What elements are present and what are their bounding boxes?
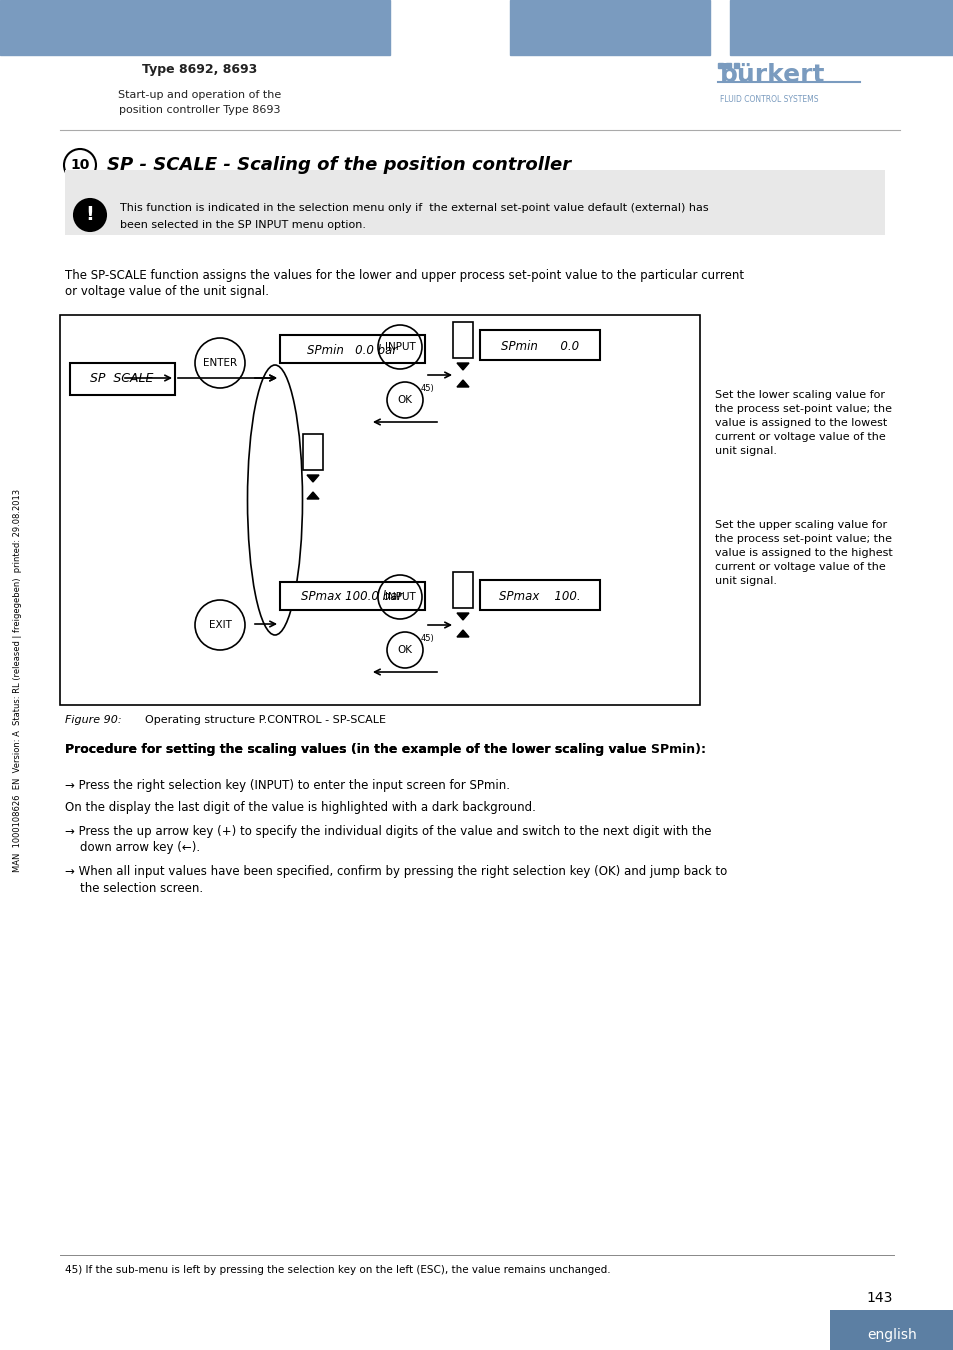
Text: 45) If the sub-menu is left by pressing the selection key on the left (ESC), the: 45) If the sub-menu is left by pressing … xyxy=(65,1265,610,1274)
Text: english: english xyxy=(866,1328,916,1342)
Text: or voltage value of the unit signal.: or voltage value of the unit signal. xyxy=(65,285,269,298)
Bar xyxy=(280,335,424,363)
Bar xyxy=(510,0,709,55)
Text: → When all input values have been specified, confirm by pressing the right selec: → When all input values have been specif… xyxy=(65,864,726,878)
Text: INPUT: INPUT xyxy=(384,593,415,602)
Polygon shape xyxy=(456,379,469,387)
Text: The SP-SCALE function assigns the values for the lower and upper process set-poi: The SP-SCALE function assigns the values… xyxy=(65,269,743,282)
Text: This function is indicated in the selection menu only if  the external set-point: This function is indicated in the select… xyxy=(120,202,708,213)
Bar xyxy=(280,582,424,610)
Polygon shape xyxy=(456,613,469,620)
Bar xyxy=(733,63,739,68)
Bar xyxy=(725,63,730,68)
FancyBboxPatch shape xyxy=(65,170,884,235)
Text: On the display the last digit of the value is highlighted with a dark background: On the display the last digit of the val… xyxy=(65,802,536,814)
Bar xyxy=(718,63,722,68)
Polygon shape xyxy=(456,630,469,637)
Bar xyxy=(0,0,390,55)
Bar xyxy=(453,323,473,358)
Bar xyxy=(70,363,174,396)
Text: !: ! xyxy=(86,205,94,224)
Bar xyxy=(829,1310,953,1350)
Text: EXIT: EXIT xyxy=(209,620,232,630)
Text: SPmax    100.: SPmax 100. xyxy=(498,590,580,603)
Polygon shape xyxy=(307,491,318,500)
Bar xyxy=(60,315,700,705)
Circle shape xyxy=(74,198,106,231)
Text: Operating structure P.CONTROL - SP-SCALE: Operating structure P.CONTROL - SP-SCALE xyxy=(145,716,386,725)
Text: SP  SCALE: SP SCALE xyxy=(91,373,153,386)
Text: → Press the right selection key (INPUT) to enter the input screen for SPmin.: → Press the right selection key (INPUT) … xyxy=(65,779,510,791)
Text: SPmax 100.0 bar: SPmax 100.0 bar xyxy=(301,590,402,603)
Text: Type 8692, 8693: Type 8692, 8693 xyxy=(142,63,257,77)
Text: → Press the up arrow key (+) to specify the individual digits of the value and s: → Press the up arrow key (+) to specify … xyxy=(65,825,711,837)
Text: Figure 90:: Figure 90: xyxy=(65,716,121,725)
Text: ENTER: ENTER xyxy=(203,358,236,369)
Text: OK: OK xyxy=(397,396,412,405)
Bar xyxy=(729,0,953,55)
Text: INPUT: INPUT xyxy=(384,342,415,352)
Text: 143: 143 xyxy=(866,1291,892,1305)
Text: FLUID CONTROL SYSTEMS: FLUID CONTROL SYSTEMS xyxy=(720,96,818,104)
Text: 10: 10 xyxy=(71,158,90,171)
Text: Procedure for setting the scaling values (in the example of the lower scaling va: Procedure for setting the scaling values… xyxy=(65,744,650,756)
Text: Procedure for setting the scaling values (in the example of the lower scaling va: Procedure for setting the scaling values… xyxy=(65,744,705,756)
Text: 45): 45) xyxy=(420,633,435,643)
Text: down arrow key (←).: down arrow key (←). xyxy=(80,841,200,855)
Text: SPmin   0.0 bar: SPmin 0.0 bar xyxy=(307,343,396,356)
Text: position controller Type 8693: position controller Type 8693 xyxy=(119,105,280,115)
Polygon shape xyxy=(307,475,318,482)
Text: SP - SCALE - Scaling of the position controller: SP - SCALE - Scaling of the position con… xyxy=(107,157,571,174)
Text: Set the lower scaling value for
the process set-point value; the
value is assign: Set the lower scaling value for the proc… xyxy=(714,390,891,456)
Text: SPmin      0.0: SPmin 0.0 xyxy=(500,340,578,354)
Bar xyxy=(479,580,599,610)
Text: been selected in the SP INPUT menu option.: been selected in the SP INPUT menu optio… xyxy=(120,220,366,230)
Polygon shape xyxy=(456,363,469,370)
Bar xyxy=(303,433,323,470)
Text: Start-up and operation of the: Start-up and operation of the xyxy=(118,90,281,100)
Text: bürkert: bürkert xyxy=(720,63,824,86)
Text: the selection screen.: the selection screen. xyxy=(80,882,203,895)
Text: 45): 45) xyxy=(420,383,435,393)
Text: OK: OK xyxy=(397,645,412,655)
Text: MAN  1000108626  EN  Version: A  Status: RL (released | freigegeben)  printed: 2: MAN 1000108626 EN Version: A Status: RL … xyxy=(13,489,23,872)
Text: Set the upper scaling value for
the process set-point value; the
value is assign: Set the upper scaling value for the proc… xyxy=(714,520,892,586)
Bar xyxy=(479,329,599,360)
Bar xyxy=(453,572,473,608)
